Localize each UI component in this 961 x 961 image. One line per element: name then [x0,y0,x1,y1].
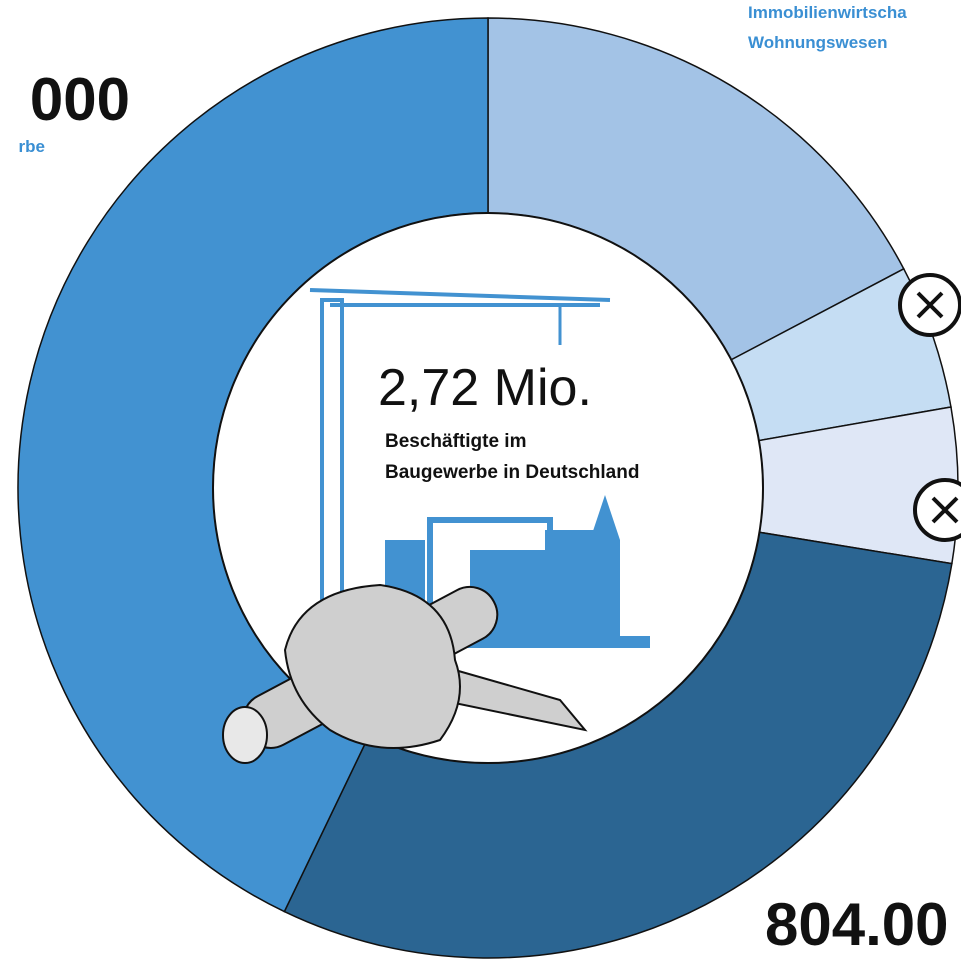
tools-illustration [222,583,588,764]
close-icons [898,273,961,542]
segments [17,17,959,959]
category-label: Wohnungswesen [748,33,887,52]
center-text: Beschäftigte im [385,431,526,452]
value-label: 000 [30,66,130,133]
center-value: 2,72 Mio. [378,359,592,417]
value-label: 804.00 [765,891,949,958]
center-text: Baugewerbe in Deutschland [385,462,639,483]
category-label: Immobilienwirtscha [748,3,907,22]
category-label: rbe [19,137,45,156]
